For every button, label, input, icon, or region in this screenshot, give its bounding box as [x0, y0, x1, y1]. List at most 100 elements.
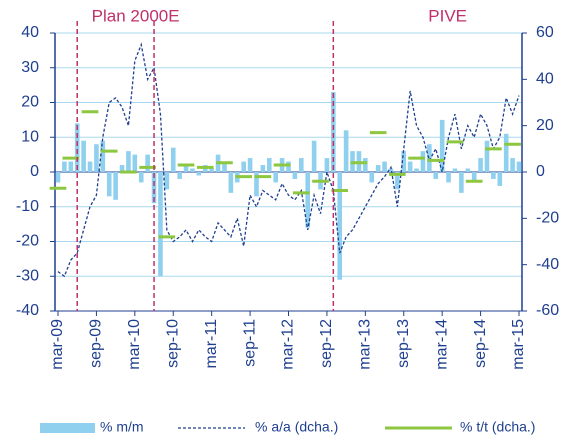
x-tick-label: mar-15 — [510, 319, 527, 370]
y2-tick-label: 20 — [536, 117, 554, 134]
annotation-label: Plan 2000E — [92, 6, 180, 25]
x-tick-label: mar-13 — [357, 319, 374, 370]
bar — [74, 123, 80, 172]
bar — [254, 172, 259, 197]
x-tick-label: sep-10 — [164, 319, 181, 368]
bar — [183, 165, 189, 172]
y2-tick-label: -20 — [536, 210, 559, 227]
x-tick-label: sep-09 — [88, 319, 105, 368]
legend-label: % a/a (dcha.) — [255, 419, 338, 435]
bar — [145, 154, 150, 172]
bar — [87, 161, 93, 172]
bar — [177, 172, 182, 179]
bar — [497, 172, 503, 186]
bar — [113, 172, 118, 200]
bar — [241, 161, 246, 172]
bar — [305, 172, 311, 228]
bar — [503, 133, 509, 172]
x-tick-label: mar-11 — [203, 319, 220, 369]
bar — [209, 168, 214, 172]
bar — [292, 172, 298, 179]
bar — [459, 172, 464, 193]
bar — [375, 165, 381, 172]
y-tick-label: 10 — [21, 128, 39, 145]
bar — [286, 161, 291, 172]
y2-tick-label: 40 — [536, 71, 554, 88]
bar — [337, 172, 343, 280]
bar — [343, 130, 349, 172]
bar — [222, 161, 227, 172]
bar — [478, 158, 483, 172]
bar — [68, 161, 74, 172]
bar — [151, 172, 157, 204]
y-tick-label: 40 — [21, 24, 39, 41]
bar — [190, 168, 195, 172]
bar — [273, 172, 278, 183]
bar — [516, 161, 522, 172]
bar — [81, 140, 86, 172]
bar — [388, 168, 394, 172]
bar — [407, 161, 413, 172]
bar — [119, 165, 125, 172]
bar — [414, 168, 419, 172]
line-series — [57, 42, 520, 278]
y-tick-label: -40 — [16, 302, 39, 319]
bar — [401, 151, 407, 172]
legend-swatch — [40, 423, 95, 433]
x-tick-label: sep-14 — [472, 319, 489, 368]
y-tick-label: -10 — [16, 198, 39, 215]
bar — [164, 172, 170, 190]
bar — [55, 172, 61, 183]
bar — [331, 92, 336, 172]
x-tick-label: sep-13 — [395, 319, 412, 368]
bar — [132, 154, 138, 172]
bar — [126, 151, 131, 172]
bar — [94, 144, 99, 172]
y2-tick-label: -40 — [536, 256, 559, 273]
bar — [299, 158, 304, 172]
bar — [62, 161, 67, 172]
bar — [471, 172, 477, 183]
bar — [439, 119, 445, 172]
bar — [196, 172, 202, 176]
bar — [100, 140, 106, 172]
bar — [363, 158, 368, 172]
x-tick-label: sep-12 — [318, 319, 335, 368]
y-tick-label: 0 — [30, 163, 39, 180]
bar — [266, 158, 272, 172]
bar — [369, 172, 375, 183]
bar — [484, 140, 490, 172]
bar — [465, 168, 471, 172]
bar — [427, 144, 432, 172]
bar — [433, 172, 439, 179]
bar — [260, 165, 266, 172]
legend-label: % t/t (dcha.) — [460, 419, 535, 435]
y-tick-label: 30 — [21, 59, 39, 76]
bar — [382, 161, 387, 172]
bar — [395, 172, 400, 190]
bar — [311, 140, 317, 172]
y-tick-label: -30 — [16, 267, 39, 284]
bar — [452, 168, 458, 172]
y2-tick-label: 60 — [536, 24, 554, 41]
y-tick-label: -20 — [16, 233, 39, 250]
bar — [138, 172, 144, 183]
bar — [491, 172, 496, 179]
x-tick-label: mar-09 — [49, 319, 66, 370]
y2-tick-label: 0 — [536, 163, 545, 180]
bar — [510, 158, 515, 172]
x-tick-label: mar-12 — [280, 319, 297, 370]
x-tick-label: mar-14 — [433, 319, 450, 370]
x-tick-label: mar-10 — [126, 319, 143, 370]
bar — [420, 151, 426, 172]
bar — [324, 158, 330, 172]
bar — [106, 172, 112, 197]
legend-label: % m/m — [100, 419, 144, 435]
y2-tick-label: -60 — [536, 302, 559, 319]
bar — [158, 172, 163, 277]
bar — [446, 172, 451, 183]
x-tick-label: sep-11 — [241, 319, 258, 367]
bar — [228, 172, 234, 193]
annotation-label: PIVE — [428, 6, 467, 25]
